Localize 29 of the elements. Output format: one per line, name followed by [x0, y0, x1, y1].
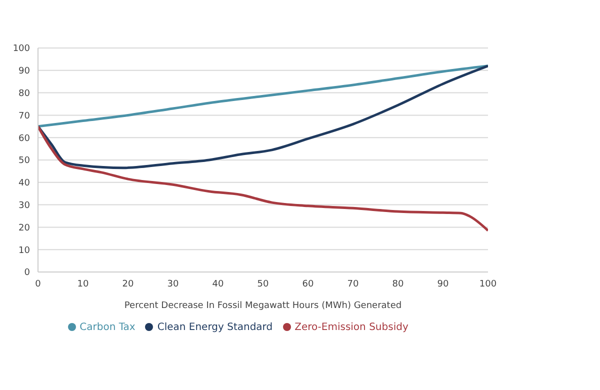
- line-series: [38, 64, 488, 128]
- x-tick-label: 90: [437, 279, 449, 290]
- x-tick-label: 70: [347, 279, 359, 290]
- x-tick-label: 100: [479, 279, 497, 290]
- x-tick-label: 0: [35, 279, 42, 290]
- x-tick-label: 40: [212, 279, 224, 290]
- x-tick-label: 10: [77, 279, 89, 290]
- line-series: [38, 64, 488, 170]
- x-tick-label: 30: [167, 279, 179, 290]
- y-tick-label: 20: [18, 223, 30, 234]
- legend-label: Zero-Emission Subsidy: [294, 322, 408, 333]
- y-tick-label: 40: [18, 178, 30, 189]
- legend-label: Clean Energy Standard: [157, 322, 273, 333]
- y-tick-label: 70: [18, 111, 30, 122]
- y-tick-label: 90: [18, 66, 30, 77]
- x-axis-title: Percent Decrease In Fossil Megawatt Hours (MWh) Generated: [124, 301, 402, 311]
- x-tick-label: 60: [302, 279, 314, 290]
- y-tick-label: 80: [18, 88, 30, 99]
- y-tick-label: 50: [18, 156, 30, 166]
- legend-label: Carbon Tax: [80, 322, 136, 333]
- y-tick-label: 10: [18, 246, 30, 256]
- y-tick-label: 100: [12, 44, 30, 54]
- y-tick-label: 0: [24, 268, 30, 278]
- line-series: [38, 125, 488, 232]
- y-tick-label: 30: [18, 200, 30, 211]
- y-tick-label: 60: [18, 134, 30, 144]
- x-tick-label: 20: [122, 279, 134, 290]
- x-tick-label: 50: [257, 279, 269, 290]
- x-tick-label: 80: [392, 279, 404, 290]
